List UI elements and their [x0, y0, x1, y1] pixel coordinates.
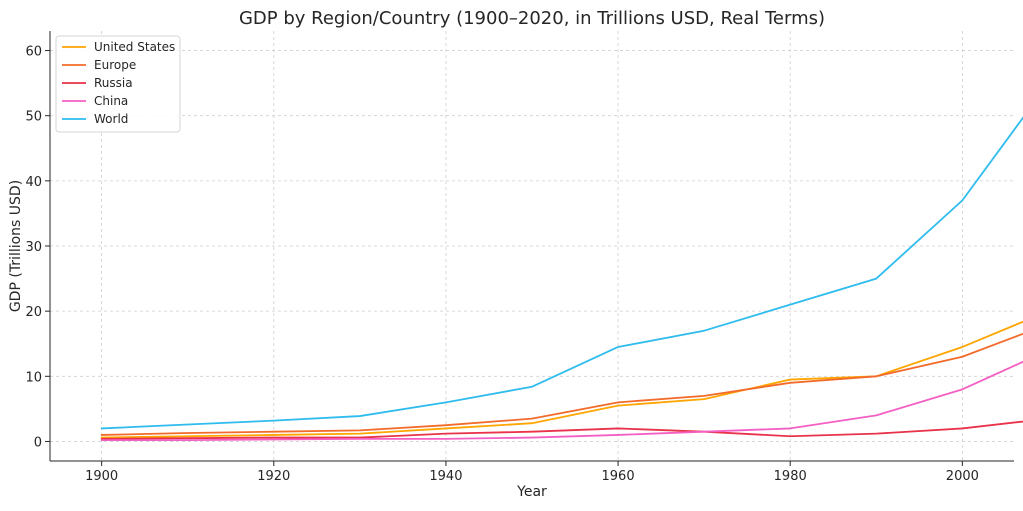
y-axis-ticks: 0 10 20 30 40 50 60 — [25, 45, 50, 450]
x-axis-ticks: 1900192019401960198020002020 — [85, 461, 979, 484]
y-tick-label: 40 — [25, 175, 42, 190]
y-tick-label: 20 — [25, 305, 42, 320]
y-tick-label: 10 — [25, 370, 42, 385]
series-layer — [100, 116, 1023, 442]
legend-label-europe: Europe — [94, 58, 136, 72]
x-tick-label: 2000 — [946, 469, 979, 484]
series-line-europe — [100, 332, 1023, 436]
legend-label-world: World — [94, 112, 128, 126]
grid — [50, 31, 1014, 461]
legend-label-united-states: United States — [94, 40, 175, 54]
y-tick-label: 0 — [34, 435, 42, 450]
x-axis-label: Year — [516, 484, 547, 500]
series-line-world — [100, 116, 1023, 430]
series-line-united-states — [100, 320, 1023, 439]
legend-label-russia: Russia — [94, 76, 133, 90]
legend-label-china: China — [94, 94, 128, 108]
y-tick-label: 60 — [25, 45, 42, 60]
series-line-china — [100, 360, 1023, 442]
x-tick-label: 1960 — [602, 469, 635, 484]
x-tick-label: 1980 — [774, 469, 807, 484]
x-tick-label: 1900 — [85, 469, 118, 484]
legend: United States Europe Russia China World — [55, 35, 181, 133]
x-tick-label: 1940 — [429, 469, 462, 484]
y-tick-label: 30 — [25, 240, 42, 255]
series-line-russia — [100, 420, 1023, 440]
legend-box — [55, 35, 181, 133]
chart-title: GDP by Region/Country (1900–2020, in Tri… — [239, 8, 825, 29]
x-tick-label: 1920 — [257, 469, 290, 484]
y-axis-label: GDP (Trillions USD) — [8, 180, 24, 312]
y-tick-label: 50 — [25, 110, 42, 125]
